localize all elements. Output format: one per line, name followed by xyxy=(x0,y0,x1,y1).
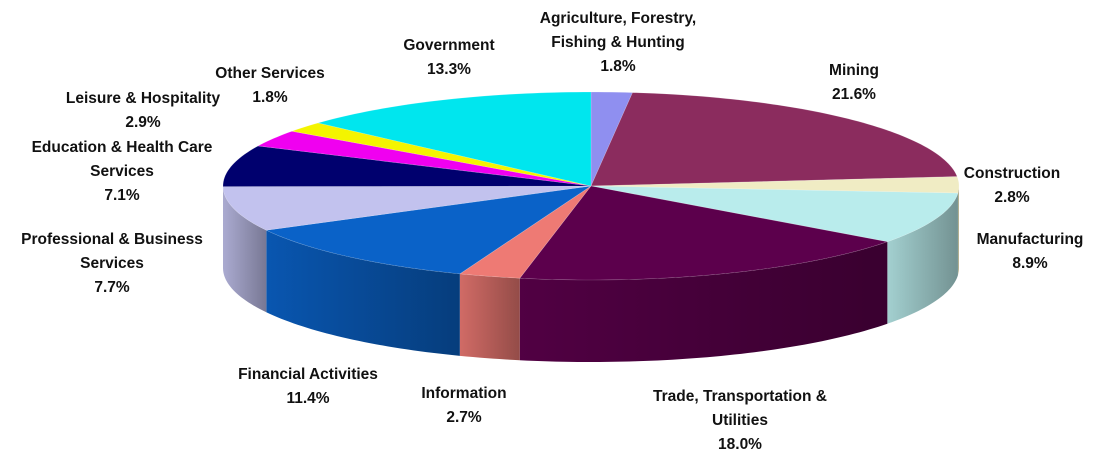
pie-slice-0 xyxy=(590,91,633,187)
pie-side-2 xyxy=(957,186,959,276)
slice-label-9: Leisure & Hospitality 2.9% xyxy=(66,90,221,131)
slice-label-8: Education & Health Care Services 7.1% xyxy=(32,139,213,204)
pie-slice-10 xyxy=(290,122,592,187)
slice-label-11: Government 13.3% xyxy=(403,37,494,78)
pie-slice-7 xyxy=(222,185,592,231)
slice-label-10: Other Services 1.8% xyxy=(215,65,324,106)
pie-slice-8 xyxy=(222,145,592,187)
slice-label-2: Construction 2.8% xyxy=(964,165,1060,206)
slice-label-5: Information 2.7% xyxy=(421,385,506,426)
slice-label-1: Mining 21.6% xyxy=(829,62,879,103)
pie-side-5 xyxy=(459,273,520,361)
slice-label-0: Agriculture, Forestry, Fishing & Hunting 1… xyxy=(540,10,696,75)
slice-labels: Agriculture, Forestry, Fishing & Hunting 1… xyxy=(21,10,1083,453)
pie-top xyxy=(222,91,960,281)
pie-slice-6 xyxy=(265,185,592,275)
pie-slice-11 xyxy=(317,91,592,187)
pie-slice-1 xyxy=(590,92,958,187)
pie-side-4 xyxy=(519,241,888,362)
slice-label-3: Manufacturing 8.9% xyxy=(977,231,1084,272)
slice-label-6: Financial Activities 11.4% xyxy=(238,366,378,407)
slice-label-4: Trade, Transportation & Utilities 18.0% xyxy=(653,388,827,453)
pie-slice-3 xyxy=(590,185,959,243)
pie-side-6 xyxy=(266,230,460,356)
pie-side-7 xyxy=(223,186,267,313)
slice-label-7: Professional & Business Services 7.7% xyxy=(21,231,203,296)
pie-slice-4 xyxy=(519,185,889,281)
pie-slice-5 xyxy=(458,185,592,279)
pie-sides xyxy=(223,186,959,362)
pie-slice-9 xyxy=(257,130,592,187)
pie-side-3 xyxy=(887,193,958,324)
pie-slice-2 xyxy=(590,176,960,194)
